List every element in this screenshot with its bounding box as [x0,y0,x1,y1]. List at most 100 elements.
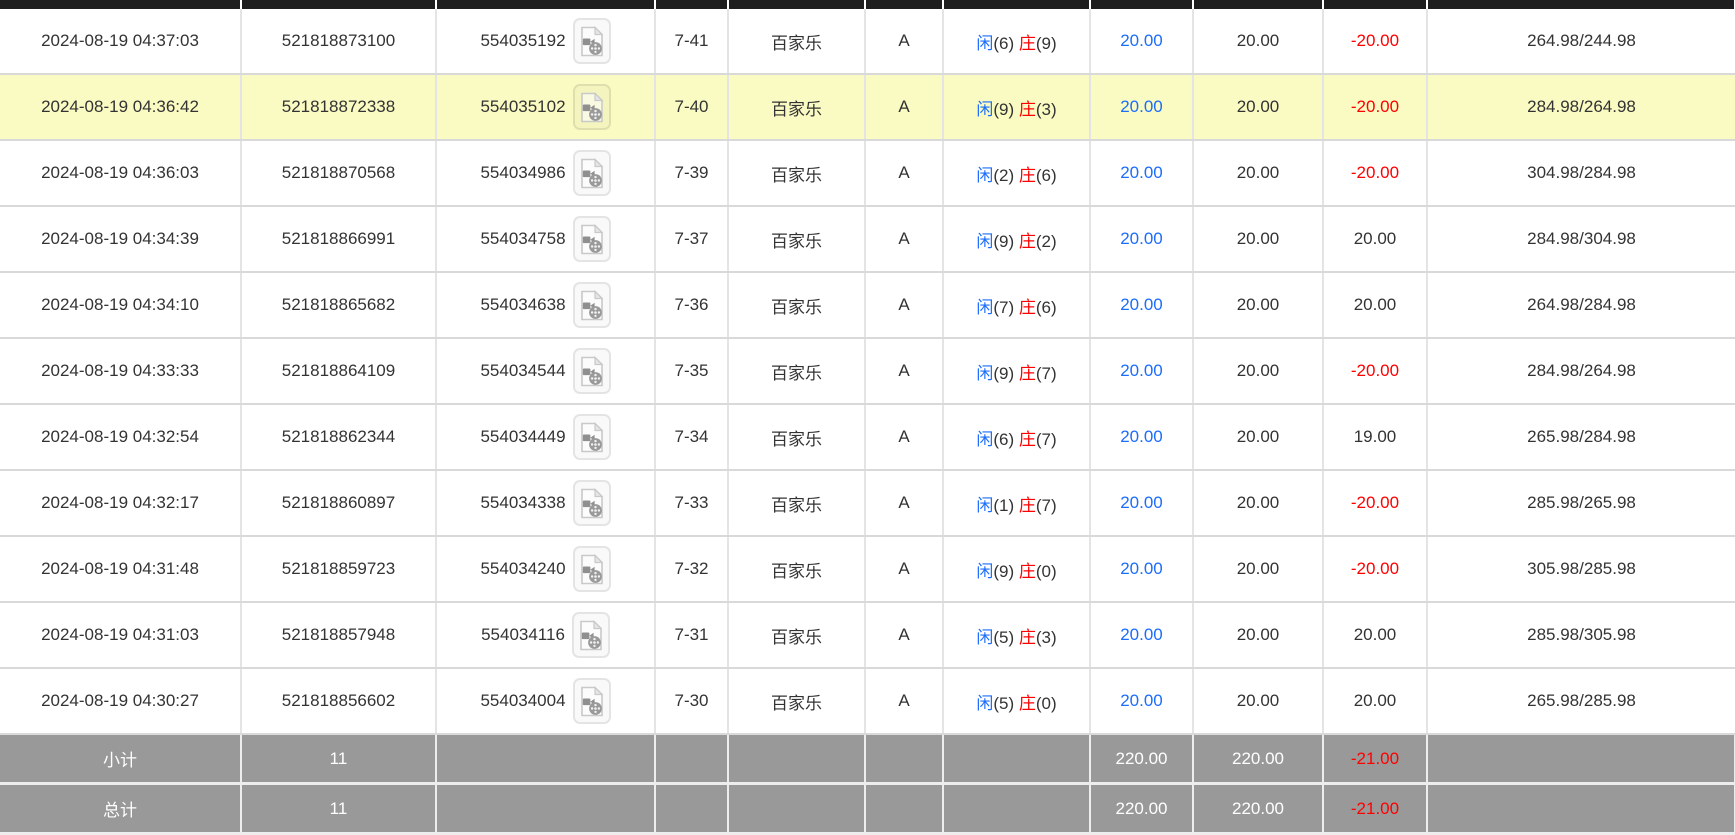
video-replay-button[interactable] [572,546,611,592]
banker-score: (7) [1035,495,1057,515]
video-replay-button[interactable] [572,84,611,130]
video-file-icon [580,619,603,650]
bet-amount-cell[interactable]: 20.00 [1090,272,1194,339]
video-replay-button[interactable] [572,150,611,196]
summary-empty-cell [943,734,1091,785]
win-loss-cell: -20.00 [1323,536,1428,603]
table-row: 2024-08-19 04:37:03 521818873100 5540351… [0,9,1735,75]
result-cell: 闲(5) 庄(3) [943,602,1091,669]
video-replay-button[interactable] [572,678,611,724]
bet-amount-cell[interactable]: 20.00 [1090,470,1194,537]
round-cell: 7-41 [655,9,729,75]
game-id-cell: 554034758 [436,206,656,273]
game-id-text: 554035192 [480,31,566,50]
game-type-cell: 百家乐 [728,74,866,141]
video-file-icon [580,223,603,254]
header-strip-cell [943,0,1091,9]
video-file-icon [580,685,603,716]
table-row: 2024-08-19 04:34:39 521818866991 5540347… [0,206,1735,273]
video-replay-button[interactable] [572,282,611,328]
bet-amount-cell[interactable]: 20.00 [1090,668,1194,735]
game-id-text: 554034116 [481,625,565,644]
game-id-cell: 554034116 [436,602,656,669]
player-score: (7) [993,297,1015,317]
game-id-cell: 554034004 [436,668,656,735]
win-loss-cell: -20.00 [1323,140,1428,207]
header-strip-cell [1090,0,1194,9]
table-row: 2024-08-19 04:31:03 521818857948 5540341… [0,602,1735,669]
video-replay-button[interactable] [572,18,611,64]
player-score: (2) [993,165,1015,185]
banker-score: (3) [1035,99,1057,119]
game-type-cell: 百家乐 [728,272,866,339]
banker-score: (2) [1035,231,1057,251]
table-row: 2024-08-19 04:33:33 521818864109 5540345… [0,338,1735,405]
valid-amount-cell: 20.00 [1193,338,1324,405]
bet-amount-cell[interactable]: 20.00 [1090,74,1194,141]
video-replay-button[interactable] [571,612,610,658]
banker-label: 庄 [1018,297,1036,317]
win-loss-cell: 19.00 [1323,404,1428,471]
game-type-cell: 百家乐 [728,404,866,471]
bet-id-cell: 521818866991 [241,206,437,273]
table-cell: A [865,470,944,537]
table-row: 2024-08-19 04:32:17 521818860897 5540343… [0,470,1735,537]
balance-cell: 285.98/265.98 [1427,470,1735,537]
round-cell: 7-40 [655,74,729,141]
banker-label: 庄 [1018,429,1036,449]
table-cell: A [865,140,944,207]
win-loss-cell: -20.00 [1323,9,1428,75]
bet-amount-cell[interactable]: 20.00 [1090,338,1194,405]
result-cell: 闲(9) 庄(2) [943,206,1091,273]
video-replay-button[interactable] [572,216,611,262]
bet-amount-cell[interactable]: 20.00 [1090,206,1194,273]
game-type-cell: 百家乐 [728,470,866,537]
video-file-icon [580,25,603,56]
round-cell: 7-37 [655,206,729,273]
bet-amount-cell[interactable]: 20.00 [1090,536,1194,603]
round-cell: 7-39 [655,140,729,207]
win-loss-cell: -20.00 [1323,74,1428,141]
player-score: (9) [993,561,1015,581]
bet-amount-cell[interactable]: 20.00 [1090,9,1194,75]
game-type-cell: 百家乐 [728,536,866,603]
win-loss-cell: -20.00 [1323,470,1428,537]
round-cell: 7-33 [655,470,729,537]
banker-label: 庄 [1018,231,1036,251]
bet-amount-cell[interactable]: 20.00 [1090,140,1194,207]
player-label: 闲 [976,33,994,53]
game-type-cell: 百家乐 [728,338,866,405]
video-replay-button[interactable] [572,348,611,394]
win-loss-cell: 20.00 [1323,602,1428,669]
bet-amount-cell[interactable]: 20.00 [1090,602,1194,669]
video-file-icon [580,553,603,584]
result-cell: 闲(1) 庄(7) [943,470,1091,537]
summary-empty-cell [865,783,944,835]
round-cell: 7-36 [655,272,729,339]
table-cell: A [865,602,944,669]
player-label: 闲 [976,627,994,647]
header-strip-cell [655,0,729,9]
game-id-text: 554034449 [480,427,566,446]
player-score: (6) [993,33,1015,53]
header-strip-cell [1193,0,1324,9]
game-id-cell: 554034240 [436,536,656,603]
video-file-icon [580,421,603,452]
banker-score: (0) [1035,561,1057,581]
summary-empty-cell [655,783,729,835]
round-cell: 7-35 [655,338,729,405]
bet-amount-cell[interactable]: 20.00 [1090,404,1194,471]
valid-amount-cell: 20.00 [1193,74,1324,141]
game-type-cell: 百家乐 [728,602,866,669]
time-cell: 2024-08-19 04:36:03 [0,140,242,207]
video-replay-button[interactable] [572,414,611,460]
banker-score: (6) [1035,297,1057,317]
player-label: 闲 [976,561,994,581]
summary-row: 小计 11 220.00 220.00 -21.00 [0,734,1735,785]
summary-row: 总计 11 220.00 220.00 -21.00 [0,783,1735,835]
win-loss-cell: 20.00 [1323,272,1428,339]
bet-id-cell: 521818857948 [241,602,437,669]
video-replay-button[interactable] [572,480,611,526]
